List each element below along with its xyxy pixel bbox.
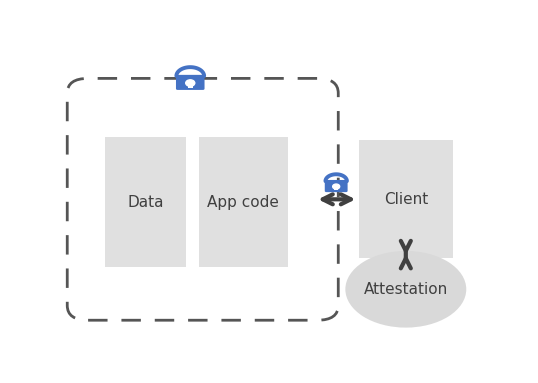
Text: Client: Client: [384, 192, 428, 207]
Bar: [199, 137, 288, 267]
FancyBboxPatch shape: [188, 84, 193, 88]
FancyBboxPatch shape: [335, 187, 338, 190]
FancyBboxPatch shape: [176, 75, 204, 90]
FancyBboxPatch shape: [325, 180, 348, 192]
Text: Attestation: Attestation: [364, 282, 448, 297]
Bar: [105, 137, 186, 267]
Text: App code: App code: [208, 195, 279, 210]
Circle shape: [186, 80, 195, 86]
Ellipse shape: [345, 251, 466, 327]
Circle shape: [332, 184, 339, 189]
Bar: [359, 140, 453, 258]
Text: Data: Data: [127, 195, 164, 210]
